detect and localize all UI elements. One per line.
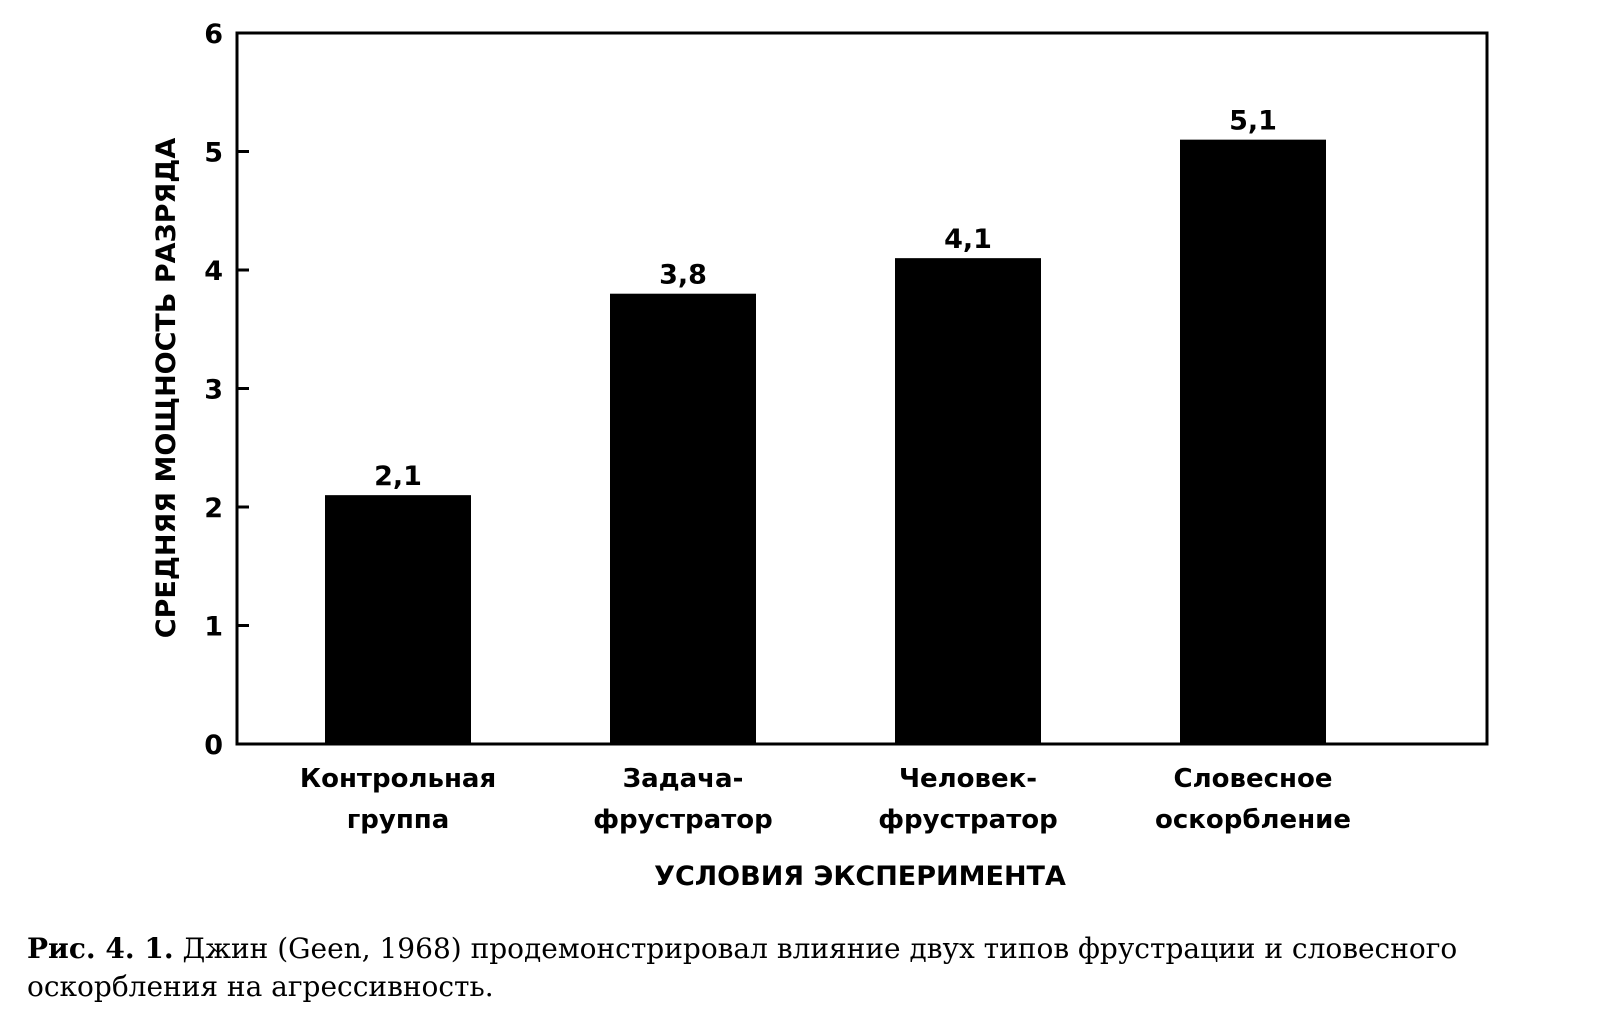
caption-label: Рис. 4. 1.	[27, 932, 174, 965]
y-tick-label: 3	[204, 375, 223, 406]
y-tick-label: 1	[204, 612, 223, 643]
category-labels: Контрольная группа Задача-фрустратор Челове…	[300, 764, 1351, 835]
bar	[1180, 139, 1326, 744]
x-category-label: Контрольная	[300, 764, 496, 794]
bars	[325, 139, 1326, 744]
caption-text: Джин (Geen, 1968) продемонстрировал влия…	[27, 932, 1458, 1003]
bar	[895, 258, 1041, 744]
y-tick-label: 5	[204, 138, 223, 169]
y-tick-label: 0	[204, 730, 223, 761]
x-category-label: фрустратор	[593, 805, 773, 835]
y-axis-title: СРЕДНЯЯ МОЩНОСТЬ РАЗРЯДА	[151, 138, 182, 639]
x-axis-title: УСЛОВИЯ ЭКСПЕРИМЕНТА	[654, 861, 1066, 892]
x-category-label: Словесное	[1174, 764, 1333, 794]
x-category-label: Задача-	[623, 764, 744, 794]
y-tick-label: 2	[204, 493, 223, 524]
bar-value-label: 3,8	[659, 260, 707, 291]
x-category-label: оскорбление	[1155, 805, 1351, 835]
y-tick-label: 4	[204, 256, 223, 287]
bar-value-label: 4,1	[944, 224, 992, 255]
value-labels: 2,1 3,8 4,1 5,1	[374, 106, 1277, 493]
x-category-label: группа	[347, 805, 450, 835]
y-axis-ticks: 0 1 2 3 4 5 6	[204, 19, 249, 761]
x-category-label: фрустратор	[878, 805, 1058, 835]
bar-value-label: 5,1	[1229, 106, 1277, 137]
bar-chart: 0 1 2 3 4 5 6 2,1 3,8 4,1 5,1 Контрольная группа За…	[151, 19, 1489, 892]
bar	[325, 495, 471, 744]
y-tick-label: 6	[204, 19, 223, 50]
bar	[610, 293, 756, 744]
figure-caption: Рис. 4. 1. Джин (Geen, 1968) продемонстр…	[27, 930, 1587, 1006]
bar-value-label: 2,1	[374, 461, 422, 492]
x-category-label: Человек-	[899, 764, 1037, 794]
